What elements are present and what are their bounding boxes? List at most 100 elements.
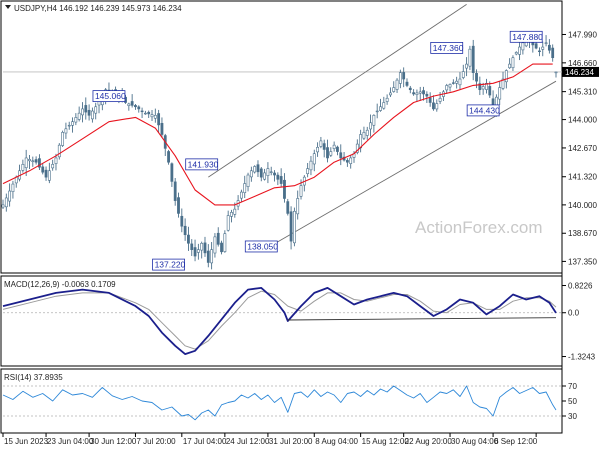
- candle-body: [213, 236, 217, 254]
- candle-body: [425, 93, 429, 97]
- candle-body: [160, 122, 164, 135]
- candle-body: [134, 105, 137, 108]
- price-callout-label: 141.930: [188, 159, 219, 169]
- candle-body: [554, 71, 558, 74]
- macd-tick-label: -1.3243: [568, 353, 596, 362]
- price-callout-box: [185, 158, 219, 171]
- candle-body: [200, 242, 204, 251]
- candle-body: [422, 90, 425, 95]
- candle-body: [64, 128, 68, 134]
- rsi-line: [2, 385, 557, 421]
- candle-body: [233, 208, 237, 215]
- candle-body: [432, 102, 435, 110]
- current-price-tag: [562, 66, 599, 77]
- candle-body: [183, 225, 187, 236]
- candle-body: [180, 215, 184, 227]
- candle-body: [289, 211, 293, 242]
- rsi-tick-label: 30: [568, 412, 577, 421]
- candle-body: [488, 86, 492, 96]
- candle-body: [273, 172, 276, 176]
- candle-body: [412, 92, 416, 95]
- price-panel[interactable]: [0, 0, 563, 274]
- time-tick-label: 15 Jun 2023: [4, 437, 49, 446]
- symbol-ohlc-label: USDJPY,H4 146.192 146.239 145.973 146.23…: [14, 4, 182, 13]
- candle-body: [468, 48, 472, 67]
- price-callout-box: [509, 30, 543, 43]
- price-tick-label: 138.670: [568, 229, 597, 238]
- candle-body: [365, 129, 369, 136]
- candle-body: [137, 106, 141, 110]
- macd-tick-label: 0.0: [568, 309, 580, 318]
- candle-body: [501, 78, 505, 89]
- candle-body: [465, 63, 468, 69]
- candle-body: [508, 63, 512, 69]
- price-callout-label: 147.360: [433, 43, 464, 53]
- candle-body: [143, 112, 147, 115]
- candle-body: [167, 151, 170, 163]
- candle-body: [269, 171, 273, 173]
- candle-body: [375, 110, 379, 113]
- candle-body: [448, 84, 452, 88]
- time-tick-label: 17 Jul 04:00: [183, 437, 227, 446]
- macd-label: MACD(12,26,9) -0.0063 0.1709: [4, 280, 116, 289]
- rsi-tick-label: 70: [568, 382, 577, 391]
- candle-body: [74, 117, 78, 123]
- candle-body: [485, 83, 488, 90]
- candle-body: [339, 152, 343, 159]
- candle-body: [150, 114, 154, 118]
- candle-body: [8, 190, 12, 202]
- candle-body: [372, 115, 376, 126]
- price-callout-label: 145.060: [95, 91, 126, 101]
- channel-upper-line: [208, 4, 467, 178]
- collapse-triangle-icon: [5, 5, 11, 9]
- candle-body: [392, 87, 396, 92]
- candle-body: [511, 57, 515, 69]
- candle-body: [196, 249, 200, 253]
- candle-body: [34, 159, 38, 163]
- candle-body: [279, 176, 283, 184]
- candle-body: [193, 247, 197, 257]
- candle-body: [177, 197, 180, 214]
- macd-main-line: [2, 286, 557, 356]
- macd-trendline: [287, 317, 557, 321]
- candle-body: [475, 72, 478, 82]
- time-tick-label: 6 Sep 12:00: [494, 437, 538, 446]
- candle-body: [71, 121, 74, 126]
- candle-body: [332, 144, 336, 149]
- candle-body: [438, 97, 442, 102]
- candle-body: [31, 160, 35, 163]
- candle-body: [147, 111, 151, 115]
- candle-body: [435, 103, 439, 110]
- time-tick-label: 23 Jun 04:00: [47, 437, 94, 446]
- candle-body: [91, 110, 94, 120]
- axis-labels: 147.990 146.660 145.310 144.000 142.670 141.3…: [2, 30, 599, 446]
- candle-body: [210, 249, 214, 264]
- candle-body: [276, 174, 280, 180]
- candle-body: [240, 191, 243, 199]
- candle-body: [355, 143, 359, 153]
- candle-body: [220, 242, 223, 253]
- price-callout-box: [244, 240, 278, 253]
- candle-body: [498, 87, 502, 100]
- candle-body: [249, 170, 253, 178]
- candles: [1, 31, 558, 270]
- candle-body: [504, 70, 508, 83]
- rsi-panel[interactable]: [0, 368, 563, 434]
- time-tick-label: 30 Aug 04:00: [451, 437, 499, 446]
- candle-body: [534, 43, 538, 49]
- candle-body: [329, 151, 333, 156]
- candle-body: [379, 106, 382, 111]
- candle-body: [428, 97, 432, 103]
- candle-body: [54, 157, 58, 164]
- candle-body: [61, 132, 65, 146]
- candle-body: [471, 45, 475, 73]
- candle-body: [481, 86, 485, 90]
- candle-body: [286, 201, 290, 214]
- time-tick-label: 24 Jul 12:00: [226, 437, 270, 446]
- candle-body: [389, 92, 392, 96]
- candle-body: [41, 166, 45, 173]
- candle-body: [226, 215, 230, 231]
- candle-body: [127, 103, 131, 106]
- candle-body: [246, 174, 250, 187]
